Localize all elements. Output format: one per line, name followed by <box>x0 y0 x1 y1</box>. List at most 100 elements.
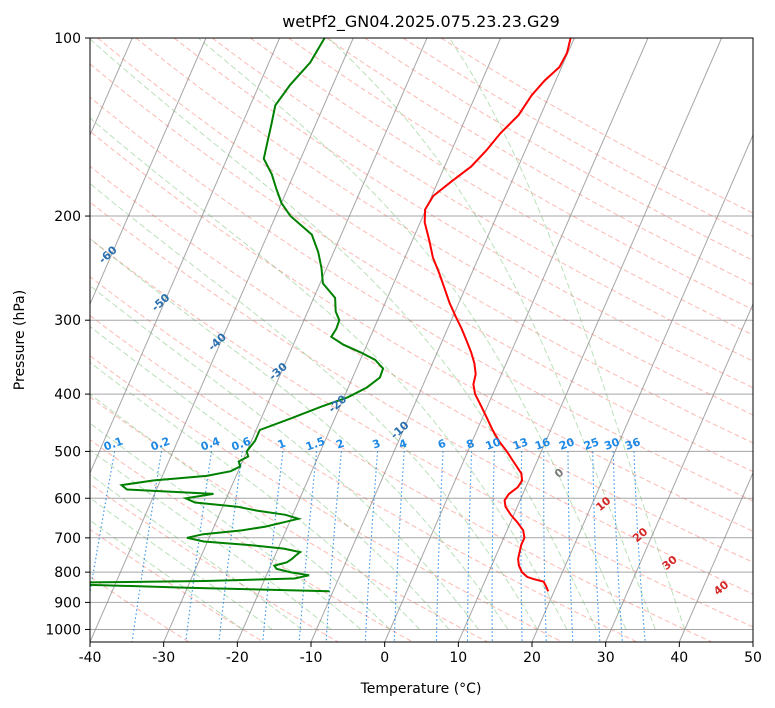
dry-adiabat-line <box>90 315 638 642</box>
isotherm-label: -80 <box>0 144 16 167</box>
mixing-ratio-line <box>435 451 444 642</box>
moist-adiabat-label: 40 <box>711 578 731 598</box>
moist-adiabat-line <box>90 117 568 630</box>
x-tick-label: 20 <box>523 650 541 666</box>
chart-title: wetPf2_GN04.2025.075.23.23.G29 <box>282 12 560 32</box>
isotherm-line <box>457 38 723 642</box>
dry-adiabat-line <box>90 238 753 628</box>
mixing-ratio-label: 0.6 <box>230 435 253 454</box>
isotherm-label: -40 <box>206 330 230 353</box>
mixing-ratio-label: 8 <box>465 437 477 452</box>
isotherm-line <box>605 302 753 642</box>
mixing-ratio-label: 10 <box>484 435 503 453</box>
moist-adiabat-line <box>90 393 391 630</box>
mixing-ratio-line <box>325 451 342 642</box>
dry-adiabat-line <box>250 38 753 336</box>
y-tick-label: 800 <box>54 565 81 581</box>
x-axis: -40 -30 -20 -10 0 10 20 30 40 50 <box>79 642 762 666</box>
x-tick-label: 50 <box>744 650 762 666</box>
isotherm-line <box>236 38 502 642</box>
y-tick-label: 500 <box>54 444 81 460</box>
plot-area: -100-90-80-70-60-50-40-30-20-100.10.20.4… <box>0 38 753 642</box>
mixing-ratio-line <box>364 451 379 642</box>
y-tick-label: 700 <box>54 531 81 547</box>
moist-adiabat-line <box>90 474 303 630</box>
mixing-ratio-line <box>612 451 623 642</box>
temperature-line <box>423 38 572 592</box>
moist-adiabat-line <box>90 182 538 630</box>
dry-adiabat-line <box>173 38 753 389</box>
x-tick-label: 0 <box>380 650 389 666</box>
moist-adiabat-label: 20 <box>630 525 650 545</box>
y-tick-label: 100 <box>54 31 81 47</box>
mixing-ratio-line <box>491 451 495 642</box>
mixing-ratio-line <box>262 451 284 642</box>
mixing-ratio-label: 1 <box>276 437 288 452</box>
x-tick-label: 10 <box>449 650 467 666</box>
x-tick-label: 30 <box>597 650 615 666</box>
mixing-ratio-label: 25 <box>582 435 601 452</box>
y-tick-label: 400 <box>54 387 81 403</box>
isotherm-label: -30 <box>266 360 290 383</box>
mixing-ratio-line <box>567 451 574 642</box>
dry-adiabat-line <box>90 130 753 532</box>
dry-adiabat-line <box>90 576 190 642</box>
mixing-ratio-line <box>218 451 243 642</box>
dry-adiabat-line <box>90 63 753 473</box>
moist-adiabat-line <box>90 519 244 630</box>
moist-adiabat-line <box>328 38 656 630</box>
x-tick-label: -20 <box>226 650 249 666</box>
x-tick-label: -10 <box>300 650 323 666</box>
x-axis-title: Temperature (°C) <box>360 681 482 697</box>
moist-adiabat-line <box>90 422 362 630</box>
mixing-ratio-label: 20 <box>557 435 576 453</box>
mixing-ratio-label: 36 <box>623 435 642 453</box>
plot-frame <box>89 37 754 643</box>
x-tick-label: -30 <box>152 650 175 666</box>
isotherm-line <box>0 38 59 642</box>
dewpoint-line <box>90 38 385 593</box>
moist-adiabat-line <box>90 237 509 630</box>
y-tick-label: 600 <box>54 491 81 507</box>
mixing-ratio-label: 13 <box>511 435 530 452</box>
x-tick-label: -40 <box>79 650 102 666</box>
grid-layer <box>0 38 753 642</box>
isotherm-line <box>531 133 753 642</box>
moist-adiabat-label: 0 <box>552 466 566 481</box>
dry-adiabat-line <box>90 396 488 642</box>
mixing-ratio-label: 1.5 <box>304 435 327 454</box>
mixing-ratio-label: 4 <box>397 437 409 452</box>
moist-adiabat-line <box>90 38 597 630</box>
y-axis-title: Pressure (hPa) <box>12 290 28 390</box>
mixing-ratio-label: 16 <box>533 435 552 453</box>
isotherm-line <box>752 640 753 642</box>
mixing-ratio-line <box>466 451 473 642</box>
y-axis: 100 200 300 400 500 600 700 800 900 1000 <box>45 31 90 639</box>
moist-adiabat-label: 30 <box>660 553 680 573</box>
isotherm-line <box>310 38 575 642</box>
dry-adiabat-line <box>90 355 563 642</box>
mixing-ratio-line <box>592 451 601 642</box>
mixing-ratio-label: 3 <box>371 437 383 452</box>
x-tick-label: 40 <box>670 650 688 666</box>
isotherm-line <box>90 38 281 475</box>
isotherm-line <box>90 38 207 306</box>
moist-adiabat-line <box>90 284 479 630</box>
mixing-ratio-line <box>90 451 116 596</box>
dry-adiabat-line <box>90 96 753 502</box>
mixing-ratio-label: 30 <box>603 435 622 453</box>
dry-adiabat-line <box>135 38 753 416</box>
mixing-ratio-label: 0.4 <box>199 435 222 454</box>
dry-adiabat-line <box>90 276 712 642</box>
dry-adiabat-line <box>90 528 264 642</box>
isotherm-label: -50 <box>149 291 173 314</box>
y-tick-label: 1000 <box>45 623 81 639</box>
mixing-ratio-line <box>131 451 163 642</box>
mixing-ratio-label: 6 <box>436 437 448 452</box>
y-tick-label: 900 <box>54 595 81 611</box>
line-label-layer: -100-90-80-70-60-50-40-30-20-100.10.20.4… <box>0 144 731 598</box>
mixing-ratio-line <box>185 451 213 642</box>
moist-adiabat-line <box>90 361 420 630</box>
moist-adiabat-line <box>90 497 273 630</box>
